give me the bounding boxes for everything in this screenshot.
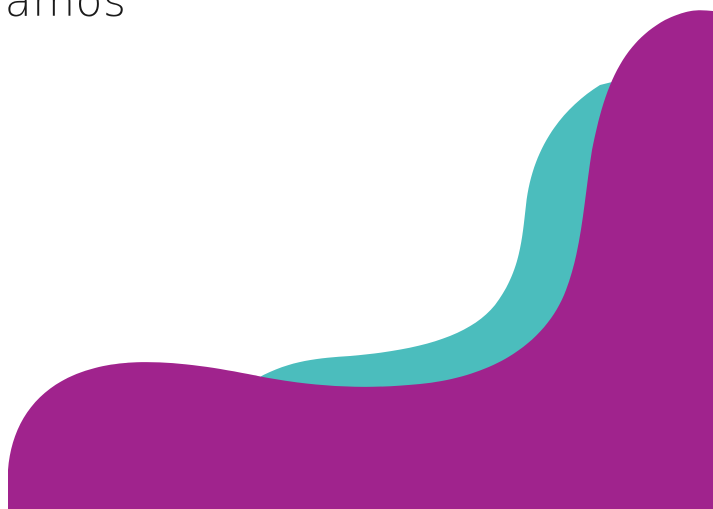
magenta-wave-shape <box>8 10 713 509</box>
heading-text: iamos <box>0 0 127 27</box>
teal-wave-shape <box>258 75 640 400</box>
